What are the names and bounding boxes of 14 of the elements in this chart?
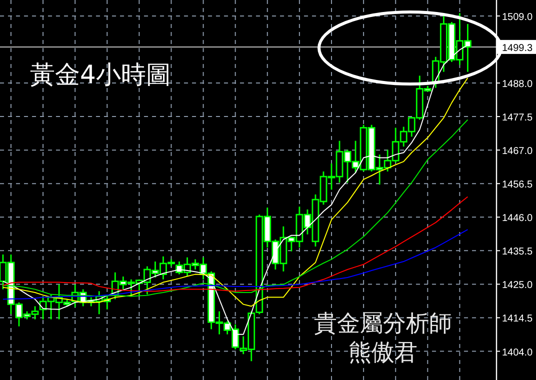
y-tick-label: 1477.5 <box>502 112 534 124</box>
ref-line-label: 1499.3 <box>502 42 534 54</box>
y-tick-label: 1509.0 <box>502 12 534 23</box>
annotation: 貴金屬分析師 <box>314 311 452 337</box>
y-tick-label: 1456.5 <box>502 180 534 191</box>
annotation: 熊傲君 <box>348 340 418 366</box>
y-tick-label: 1467.0 <box>502 146 534 158</box>
y-tick-label: 1425.0 <box>502 280 534 292</box>
y-tick-label: 1488.0 <box>502 79 534 90</box>
y-tick-label: 1446.0 <box>502 213 534 224</box>
y-tick-label: 1414.5 <box>502 314 534 325</box>
y-tick-label: 1404.0 <box>502 347 534 358</box>
y-tick-label: 1435.5 <box>502 246 534 258</box>
text: 黃金4小時圖 <box>30 60 171 89</box>
